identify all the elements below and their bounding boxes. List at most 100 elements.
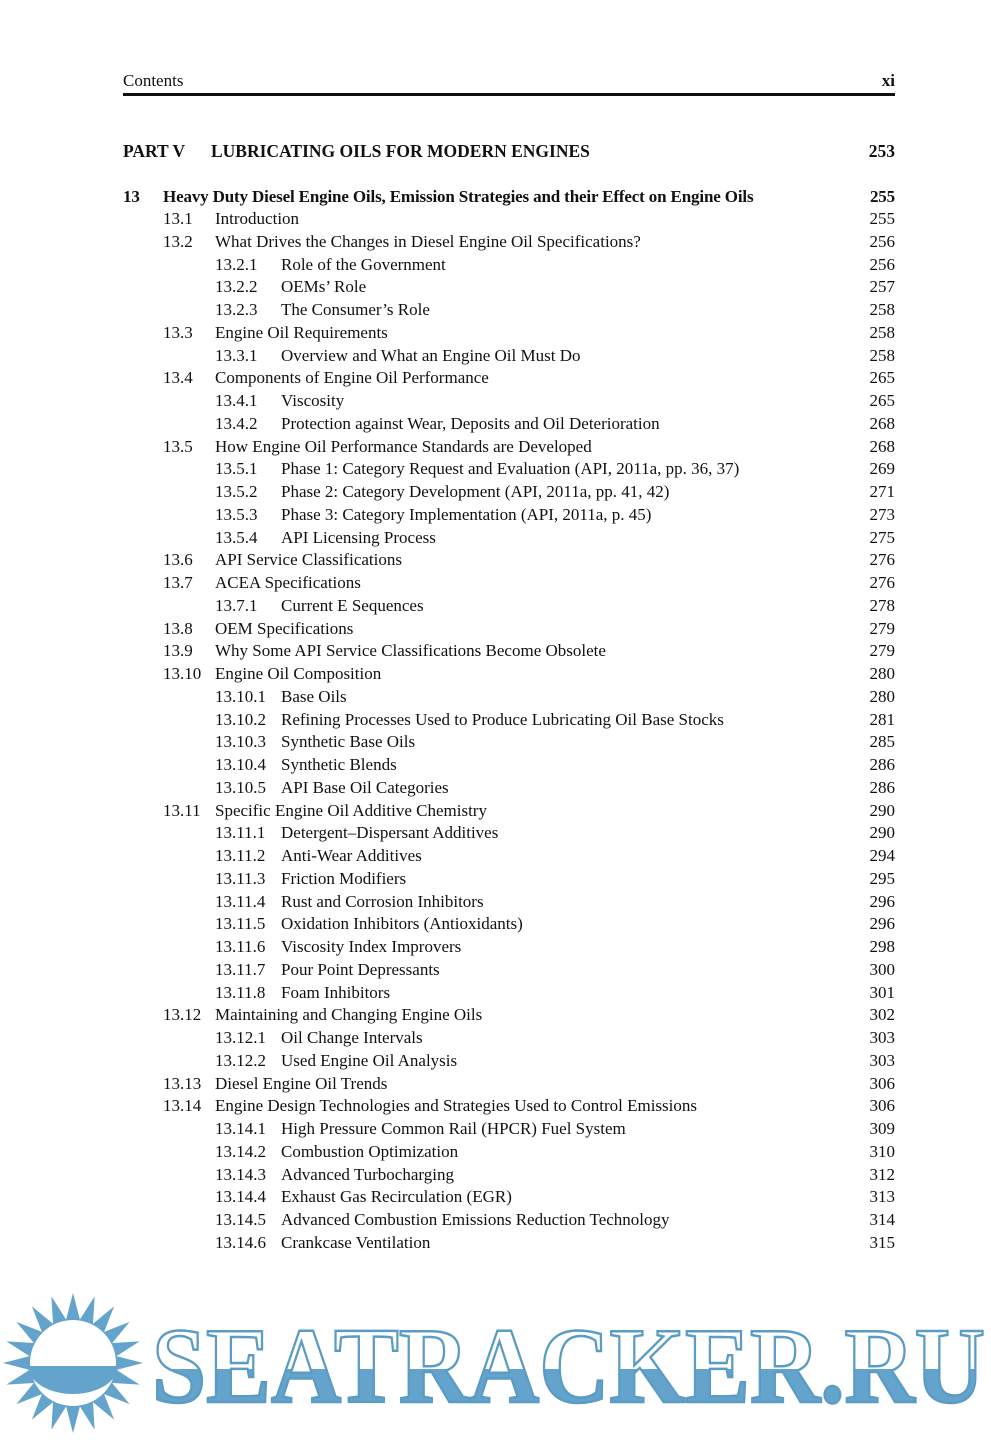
entry-number: 13.2 <box>163 231 193 251</box>
entry-title: Protection against Wear, Deposits and Oi… <box>281 413 660 433</box>
entry-number: 13.10.5 <box>215 777 266 797</box>
entry-number: 13.3 <box>163 322 193 342</box>
entry-page-number: 265 <box>869 368 896 388</box>
part-heading: PART V LUBRICATING OILS FOR MODERN ENGIN… <box>123 141 895 162</box>
entry-page-number: 256 <box>869 231 896 251</box>
entry-title: Combustion Optimization <box>281 1141 459 1161</box>
entry-page-number: 265 <box>869 391 896 410</box>
entry-page-number: 300 <box>869 959 896 979</box>
toc-entry: 13.14.1 High Pressure Common Rail (HPCR)… <box>123 1119 895 1142</box>
folio-page-number: xi <box>881 71 895 90</box>
entry-number: 13.10.2 <box>215 709 266 729</box>
toc-entry: 13.10.3 Synthetic Base Oils 285 <box>123 732 895 755</box>
entry-title: Rust and Corrosion Inhibitors <box>281 891 484 911</box>
entry-page-number: 303 <box>869 1050 896 1070</box>
toc-entry: 13.6 API Service Classifications 276 <box>123 550 895 573</box>
entry-title: Used Engine Oil Analysis <box>281 1050 458 1070</box>
entry-title: Refining Processes Used to Produce Lubri… <box>281 709 724 729</box>
entry-number: 13.7 <box>163 573 193 592</box>
entry-number: 13.5.2 <box>215 482 258 501</box>
toc-entry: 13.14.6 Crankcase Ventilation 315 <box>123 1233 895 1256</box>
toc-entry: 13.4.2 Protection against Wear, Deposits… <box>123 414 895 437</box>
entry-title: Engine Oil Requirements <box>215 322 388 342</box>
entry-number: 13.4.1 <box>215 391 258 410</box>
running-header: Contents xi <box>123 71 895 91</box>
toc-entry: 13.11.3 Friction Modifiers 295 <box>123 869 895 892</box>
entry-page-number: 290 <box>869 823 896 843</box>
entry-number: 13.10.1 <box>215 686 266 706</box>
entry-title: Specific Engine Oil Additive Chemistry <box>215 800 487 820</box>
toc-entry: 13.1 Introduction 255 <box>123 209 895 232</box>
entry-page-number: 276 <box>869 550 896 570</box>
entry-page-number: 286 <box>869 755 896 774</box>
entry-title: Introduction <box>215 209 300 228</box>
entry-title: Phase 2: Category Development (API, 2011… <box>281 482 670 501</box>
toc-entry: 13.12 Maintaining and Changing Engine Oi… <box>123 1005 895 1028</box>
toc-entry: 13.12.1 Oil Change Intervals 303 <box>123 1028 895 1051</box>
toc-entry: 13.11.6 Viscosity Index Improvers 298 <box>123 937 895 960</box>
entry-page-number: 279 <box>869 618 896 638</box>
toc-entry: 13.11.8 Foam Inhibitors 301 <box>123 983 895 1006</box>
entry-number: 13.10.3 <box>215 732 266 752</box>
entry-title: Oxidation Inhibitors (Antioxidants) <box>281 914 523 934</box>
entry-number: 13.11.7 <box>215 959 266 979</box>
entry-page-number: 309 <box>869 1119 896 1138</box>
toc-entry: 13.9 Why Some API Service Classification… <box>123 641 895 664</box>
entry-page-number: 268 <box>869 413 896 433</box>
entry-page-number: 276 <box>869 573 896 592</box>
entry-title: API Licensing Process <box>281 527 436 547</box>
entry-title: Current E Sequences <box>281 595 424 615</box>
entry-number: 13.3.1 <box>215 345 258 365</box>
toc-entry: 13.10 Engine Oil Composition 280 <box>123 664 895 687</box>
entry-number: 13.5.3 <box>215 504 258 524</box>
toc-entry: 13.10.4 Synthetic Blends 286 <box>123 755 895 778</box>
toc-entry: 13.11.4 Rust and Corrosion Inhibitors 29… <box>123 892 895 915</box>
toc-entry: 13.5 How Engine Oil Performance Standard… <box>123 437 895 460</box>
entry-page-number: 275 <box>869 527 896 547</box>
entry-title: Advanced Combustion Emissions Reduction … <box>281 1210 670 1229</box>
entry-number: 13.11.4 <box>215 891 266 911</box>
entry-title: Why Some API Service Classifications Bec… <box>215 641 606 661</box>
toc-entry: 13.11.1 Detergent–Dispersant Additives 2… <box>123 823 895 846</box>
entry-title: What Drives the Changes in Diesel Engine… <box>215 231 641 251</box>
toc-entry: 13.11 Specific Engine Oil Additive Chemi… <box>123 801 895 824</box>
entry-page-number: 298 <box>869 937 896 956</box>
entry-number: 13.7.1 <box>215 595 258 615</box>
entry-page-number: 258 <box>869 300 896 319</box>
toc-entry: 13.10.2 Refining Processes Used to Produ… <box>123 710 895 733</box>
entry-title: OEM Specifications <box>215 618 354 638</box>
toc-entry: 13.13 Diesel Engine Oil Trends 306 <box>123 1074 895 1097</box>
toc-entry: 13.8 OEM Specifications 279 <box>123 619 895 642</box>
entry-page-number: 313 <box>869 1187 896 1207</box>
chapter-number: 13 <box>123 187 140 206</box>
entry-number: 13.11.3 <box>215 868 266 888</box>
toc-entry: 13.5.4 API Licensing Process 275 <box>123 528 895 551</box>
entry-title: Overview and What an Engine Oil Must Do <box>281 345 581 365</box>
toc-entry: 13.2.3 The Consumer’s Role 258 <box>123 300 895 323</box>
entry-page-number: 306 <box>869 1096 896 1116</box>
entry-number: 13.14.2 <box>215 1141 266 1161</box>
entry-number: 13.14.1 <box>215 1119 266 1138</box>
entry-title: Viscosity Index Improvers <box>281 937 462 956</box>
entry-number: 13.1 <box>163 209 193 228</box>
entry-title: Pour Point Depressants <box>281 959 440 979</box>
entry-title: Exhaust Gas Recirculation (EGR) <box>281 1187 512 1207</box>
entry-number: 13.11.2 <box>215 846 266 865</box>
entry-title: Foam Inhibitors <box>281 982 391 1002</box>
toc-entry: 13.2 What Drives the Changes in Diesel E… <box>123 232 895 255</box>
entry-page-number: 280 <box>869 664 896 683</box>
entry-page-number: 279 <box>869 641 896 661</box>
chapter-title: Heavy Duty Diesel Engine Oils, Emission … <box>163 187 754 206</box>
toc-entry: 13.3.1 Overview and What an Engine Oil M… <box>123 346 895 369</box>
entry-title: Advanced Turbocharging <box>281 1164 454 1184</box>
entry-page-number: 256 <box>869 254 896 274</box>
part-title: LUBRICATING OILS FOR MODERN ENGINES <box>211 141 590 161</box>
entry-number: 13.11.6 <box>215 937 266 956</box>
entry-title: The Consumer’s Role <box>281 300 430 319</box>
entry-number: 13.12 <box>163 1005 202 1025</box>
toc-entry: 13.4 Components of Engine Oil Performanc… <box>123 368 895 391</box>
toc-entry: 13.14.2 Combustion Optimization 310 <box>123 1142 895 1165</box>
entry-number: 13.13 <box>163 1073 202 1093</box>
entry-title: Phase 1: Category Request and Evaluation… <box>281 459 740 479</box>
